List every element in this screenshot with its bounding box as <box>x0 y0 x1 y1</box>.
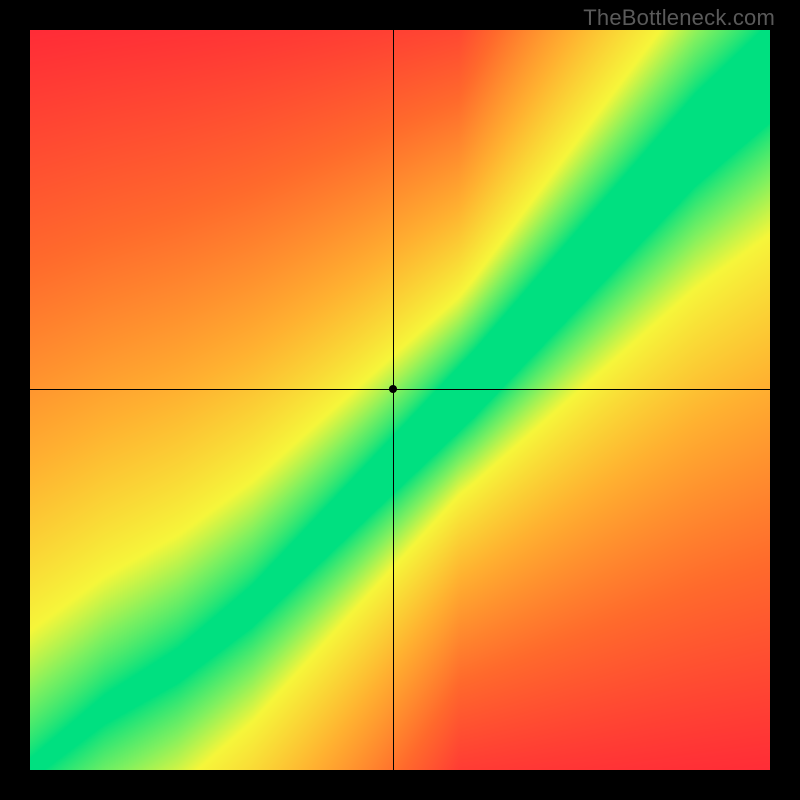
chart-container: TheBottleneck.com <box>0 0 800 800</box>
crosshair-dot <box>389 385 397 393</box>
crosshair-horizontal <box>30 389 770 390</box>
watermark-text: TheBottleneck.com <box>583 5 775 31</box>
crosshair-vertical <box>393 30 394 770</box>
bottleneck-heatmap <box>30 30 770 770</box>
